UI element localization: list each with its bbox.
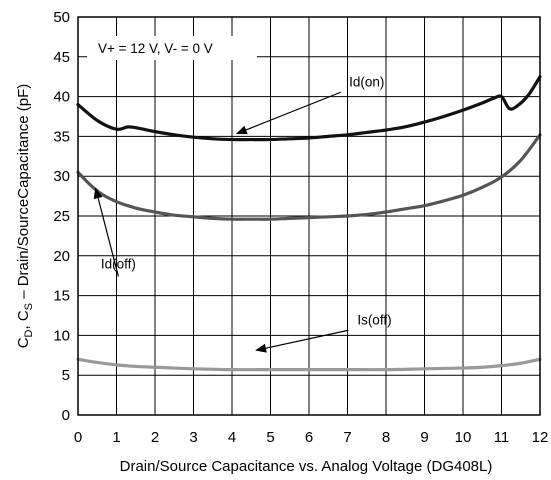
y-tick-label: 30 xyxy=(53,168,70,185)
series-lines xyxy=(76,75,542,372)
y-tick-label: 25 xyxy=(53,208,70,225)
series-line-1 xyxy=(76,133,542,221)
y-axis-title-prefix: C xyxy=(15,337,32,348)
annotation-arrow-head xyxy=(255,343,267,353)
y-axis-title: CD, CS – Drain/SourceCapacitance (pF) xyxy=(15,84,35,349)
annotation-arrow-head xyxy=(235,125,248,135)
y-tick-label: 50 xyxy=(53,9,70,26)
x-tick-label: 5 xyxy=(266,429,274,446)
x-tick-label: 9 xyxy=(420,429,428,446)
x-tick-label: 7 xyxy=(343,429,351,446)
x-axis-title: Drain/Source Capacitance vs. Analog Volt… xyxy=(120,458,493,475)
y-tick-label: 20 xyxy=(53,248,70,265)
y-tick-label: 5 xyxy=(62,367,70,384)
x-tick-label: 3 xyxy=(189,429,197,446)
series-line-2 xyxy=(76,357,542,372)
x-tick-label: 6 xyxy=(305,429,313,446)
annotation-label: Is(off) xyxy=(357,312,391,327)
plot-frame xyxy=(77,16,541,416)
annotation-arrow-line xyxy=(245,91,341,131)
y-tick-label: 0 xyxy=(62,407,70,424)
x-tick-labels: 0 1 2 3 4 5 6 7 8 9 10 11 12 xyxy=(74,429,549,446)
annotation-arrow-line xyxy=(97,197,120,277)
y-tick-label: 15 xyxy=(53,288,70,305)
y-tick-label: 45 xyxy=(53,49,70,66)
y-tick-label: 10 xyxy=(53,327,70,344)
annotations: Id(on) Id(off) Is(off) xyxy=(93,74,392,353)
x-tick-label: 10 xyxy=(455,429,472,446)
y-tick-label: 35 xyxy=(53,128,70,145)
x-tick-label: 0 xyxy=(74,429,82,446)
x-tick-label: 2 xyxy=(151,429,159,446)
y-axis-title-sub1: D xyxy=(23,329,35,337)
y-axis-title-sub2: S xyxy=(23,303,35,310)
annotation-label: Id(on) xyxy=(349,74,384,89)
x-tick-label: 12 xyxy=(532,429,549,446)
annotation-arrow-head xyxy=(93,187,103,200)
x-tick-label: 4 xyxy=(228,429,236,446)
x-tick-label: 11 xyxy=(494,429,510,446)
y-tick-labels: 0 5 10 15 20 25 30 35 40 45 50 xyxy=(53,9,70,424)
grid xyxy=(77,16,541,416)
series-line-0 xyxy=(76,75,542,142)
annotation-arrow-line xyxy=(265,329,349,349)
annotation-label: Id(off) xyxy=(101,257,136,272)
y-axis-title-mid: , C xyxy=(15,310,32,329)
y-tick-label: 40 xyxy=(53,89,70,106)
condition-label-background xyxy=(87,36,257,60)
condition-label: V+ = 12 V, V- = 0 V xyxy=(98,41,213,56)
x-tick-label: 8 xyxy=(382,429,390,446)
y-axis-title-suffix: – Drain/SourceCapacitance (pF) xyxy=(15,84,32,303)
x-tick-label: 1 xyxy=(112,429,120,446)
